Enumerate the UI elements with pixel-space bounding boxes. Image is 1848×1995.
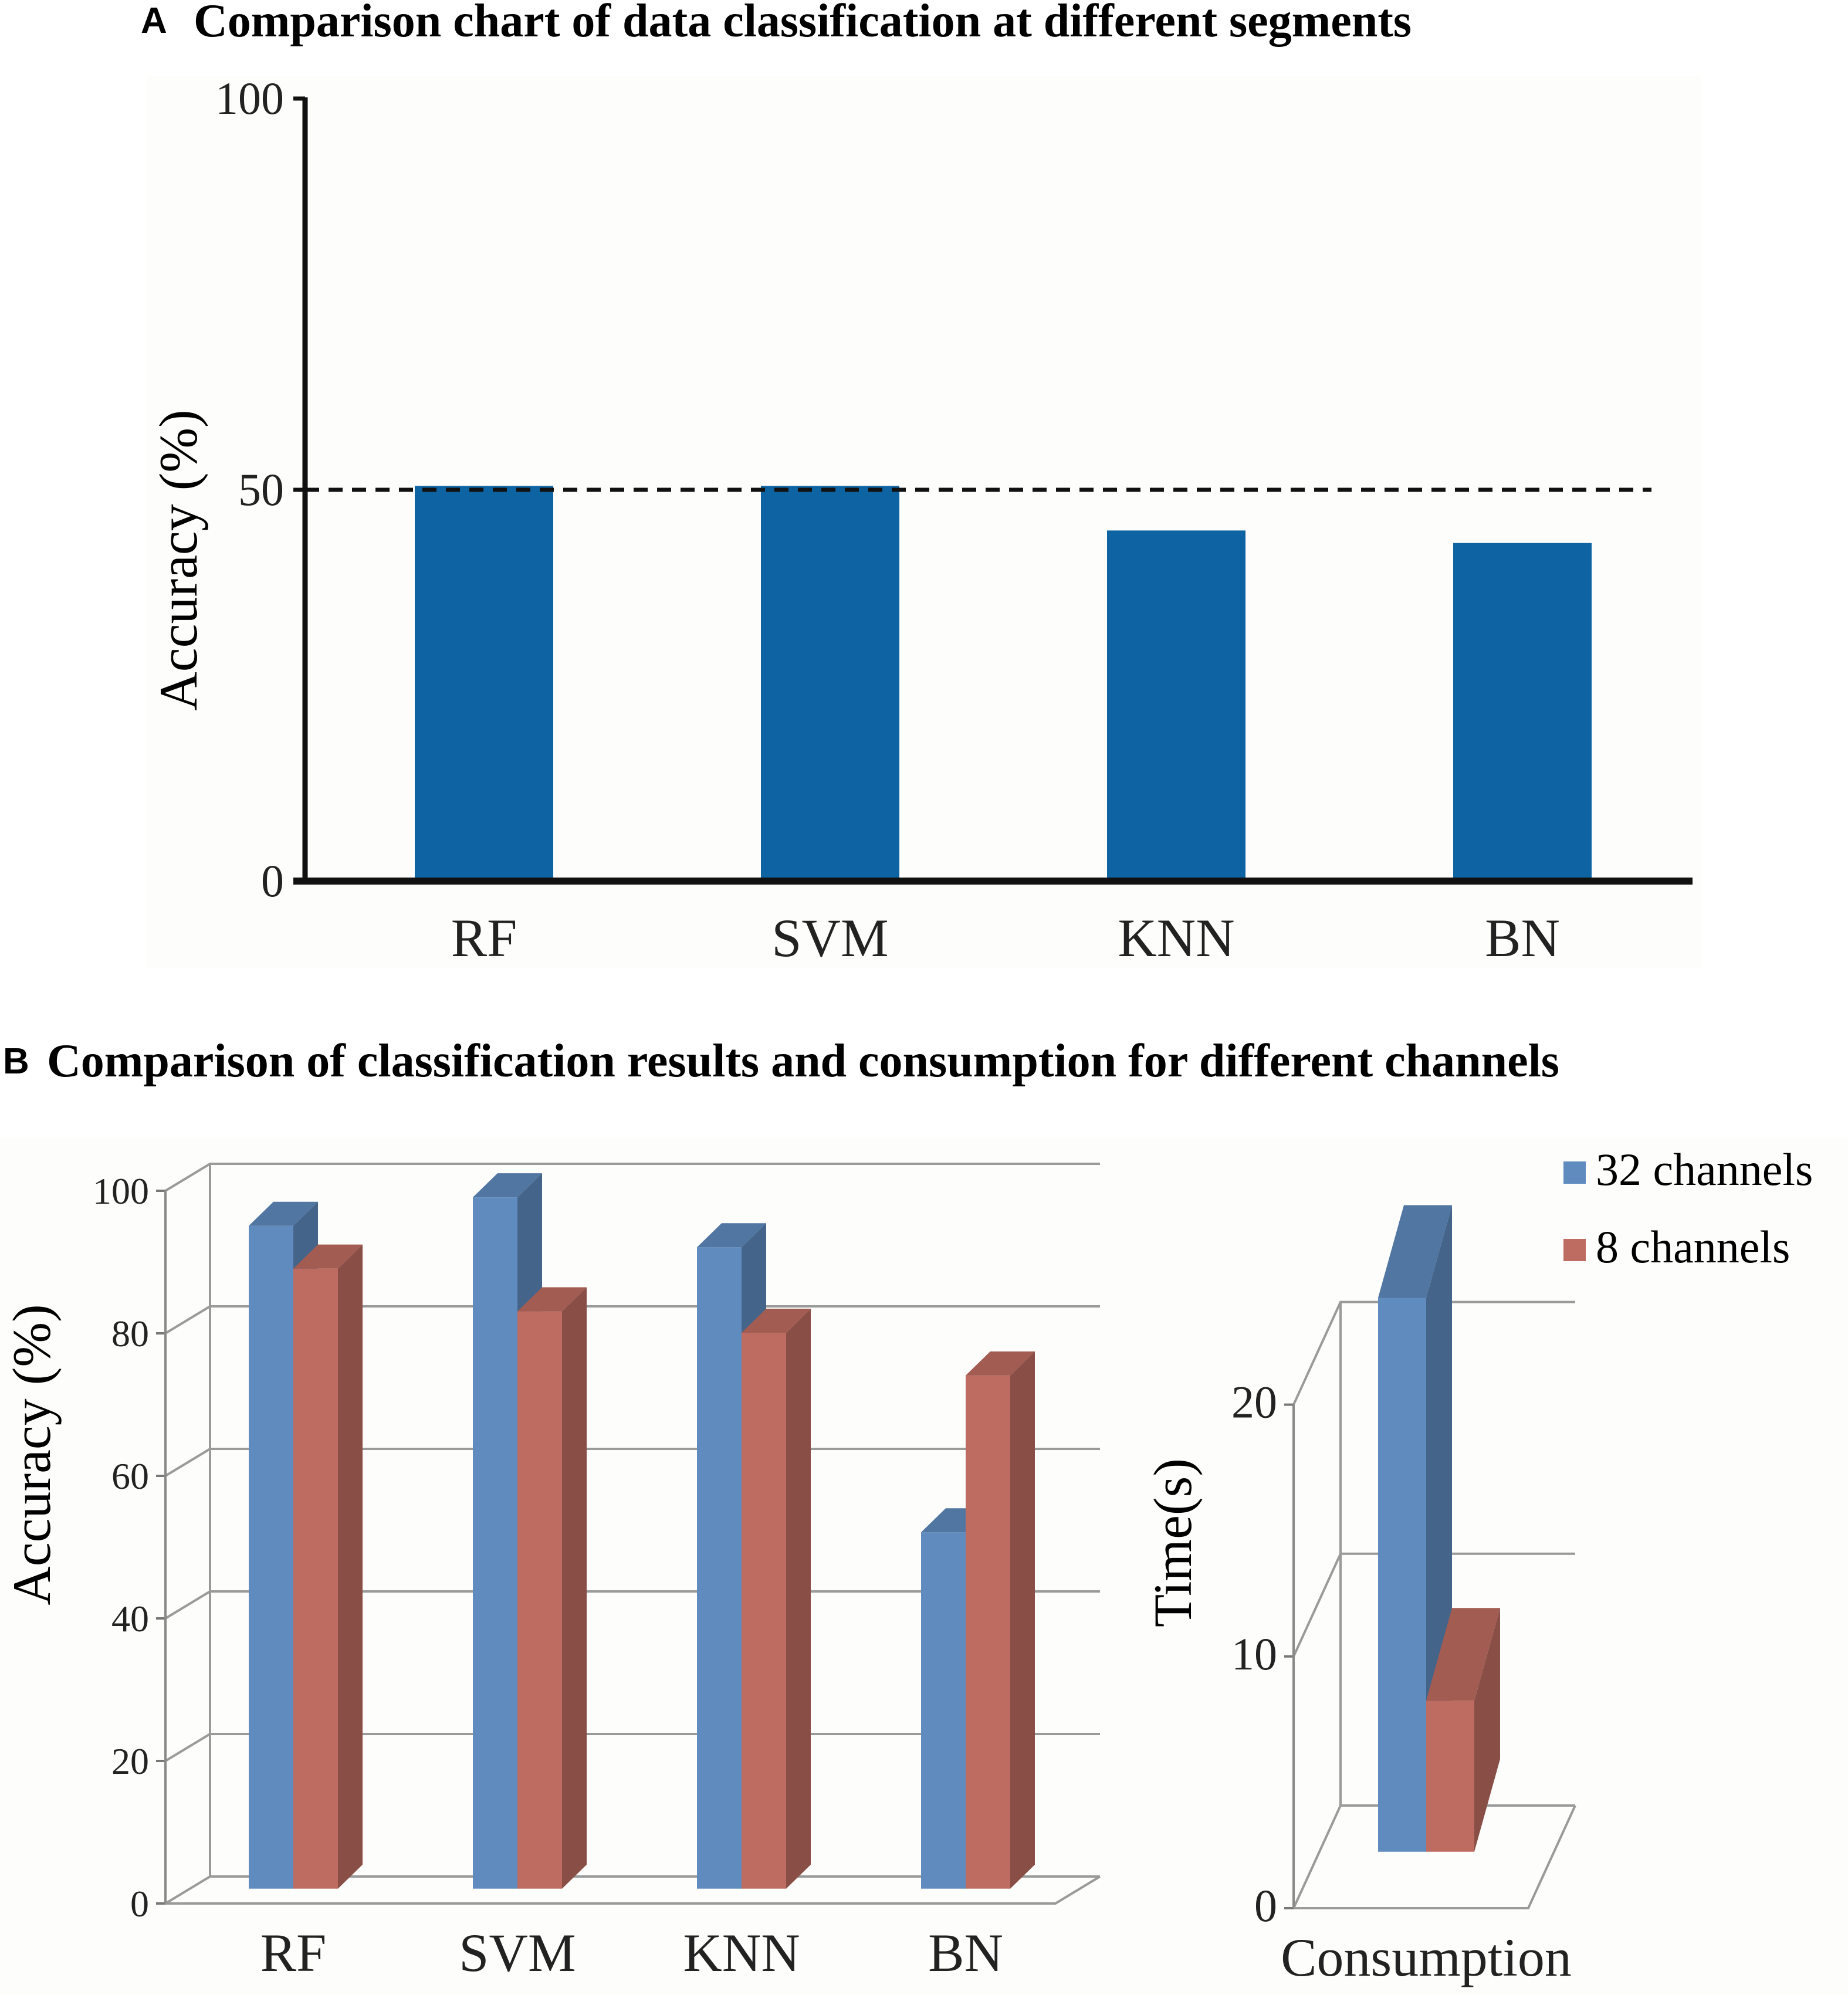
panel-a-bar-svm bbox=[761, 486, 899, 881]
panel-a-y-tick-label: 50 bbox=[238, 464, 284, 515]
panel-b-bar-svm-8-channels-side bbox=[562, 1287, 587, 1889]
panel-b-letter: B bbox=[3, 1041, 29, 1082]
legend-label-8-channels: 8 channels bbox=[1596, 1221, 1790, 1272]
panel-b-title: Comparison of classification results and… bbox=[47, 1035, 1559, 1087]
panel-b-bar-knn-8-channels-front bbox=[742, 1333, 786, 1889]
panel-b-bar-bn-8-channels bbox=[966, 1351, 1035, 1889]
panel-a-bar-knn bbox=[1107, 530, 1245, 881]
panel-b-x-tick-label-rf: RF bbox=[260, 1923, 327, 1983]
panel-a-chart: 0 50 100 RF SVM KNN BN bbox=[215, 73, 1693, 968]
panel-b-bar-rf-8-channels-top bbox=[293, 1244, 363, 1269]
panel-a-y-tick-label: 0 bbox=[261, 855, 284, 906]
panel-b-consumption-x-tick-label-consumption: Consumption bbox=[1281, 1928, 1572, 1987]
panel-b-floor bbox=[165, 1875, 1101, 1905]
panel-a-x-tick-label-rf: RF bbox=[451, 908, 517, 968]
panel-b-y-axis-label: Accuracy (%) bbox=[2, 1304, 62, 1605]
panel-b-bar-knn-8-channels bbox=[742, 1309, 811, 1889]
panel-b-bar-rf-8-channels-front bbox=[293, 1268, 338, 1889]
panel-b-bar-svm-8-channels bbox=[517, 1287, 587, 1889]
panel-b-y-tick-label: 0 bbox=[130, 1883, 149, 1925]
panel-a-y-tick-label: 100 bbox=[215, 73, 284, 124]
panel-b-consumption-bar-consumption-32-channels bbox=[1378, 1205, 1452, 1852]
panel-b-consumption-chart: 0 10 20 Consumption bbox=[1231, 1205, 1576, 1987]
panel-b-consumption-bar-consumption-8-channels-front bbox=[1426, 1701, 1474, 1852]
panel-a-x-tick-label-knn: KNN bbox=[1118, 908, 1234, 968]
panel-b-bar-bn-8-channels-front bbox=[966, 1375, 1010, 1889]
panel-b-x-tick-label-knn: KNN bbox=[683, 1923, 800, 1983]
panel-b-bar-svm-32-channels-top bbox=[473, 1173, 542, 1198]
panel-b-bar-rf-32-channels-top bbox=[249, 1201, 318, 1226]
panel-b-bar-svm-8-channels-front bbox=[517, 1311, 562, 1889]
panel-a-letter: A bbox=[141, 1, 167, 41]
panel-b-bar-svm-8-channels-top bbox=[517, 1287, 587, 1312]
panel-b-consumption-bar-consumption-8-channels-top bbox=[1426, 1608, 1500, 1701]
panel-b-y-tick-label: 20 bbox=[111, 1740, 149, 1782]
panel-b-bar-bn-32-channels-front bbox=[921, 1532, 966, 1889]
legend-swatch-32-channels bbox=[1563, 1161, 1586, 1184]
panel-b-consumption-y-tick-label: 10 bbox=[1231, 1628, 1277, 1679]
panel-b-y-tick-label: 100 bbox=[93, 1170, 149, 1212]
panel-a-bar-rf bbox=[415, 486, 553, 881]
panel-b-consumption-bar-consumption-32-channels-front bbox=[1378, 1298, 1426, 1852]
panel-b-y-tick-label: 80 bbox=[111, 1313, 149, 1354]
panel-b-bar-rf-8-channels-side bbox=[338, 1244, 363, 1889]
panel-b-y-tick-label: 40 bbox=[111, 1598, 149, 1640]
legend-label-32-channels: 32 channels bbox=[1596, 1144, 1813, 1195]
panel-a-x-tick-label-bn: BN bbox=[1485, 908, 1560, 968]
panel-a-y-axis-label: Accuracy (%) bbox=[148, 409, 208, 710]
panel-b-y-tick-label: 60 bbox=[111, 1455, 149, 1497]
panel-b-bar-knn-8-channels-side bbox=[786, 1309, 811, 1889]
panel-b-consumption-y-tick-label: 0 bbox=[1254, 1880, 1277, 1931]
panel-b-bar-rf-8-channels bbox=[293, 1244, 363, 1889]
panel-b-bar-svm-32-channels-front bbox=[473, 1197, 517, 1889]
panel-a-bar-bn bbox=[1453, 543, 1592, 881]
panel-b-bar-bn-8-channels-top bbox=[966, 1351, 1035, 1376]
panel-b-chart: 0 20 40 60 80 100 RF SVM KNN BN bbox=[93, 1163, 1101, 1983]
panel-b-consumption-bar-consumption-8-channels-side bbox=[1474, 1608, 1500, 1852]
panel-b-bar-knn-32-channels-top bbox=[697, 1223, 766, 1248]
panel-a-title: Comparison chart of data classification … bbox=[194, 0, 1412, 47]
panel-b-consumption-y-axis-label: Time(s) bbox=[1143, 1458, 1203, 1627]
panel-a-plot-area bbox=[147, 76, 1701, 968]
panel-b-bar-knn-8-channels-top bbox=[742, 1309, 811, 1333]
panel-b-consumption-bar-consumption-8-channels bbox=[1426, 1608, 1500, 1852]
panel-b-bar-rf-32-channels-front bbox=[249, 1225, 293, 1889]
panel-a-x-tick-label-svm: SVM bbox=[771, 908, 888, 968]
legend-swatch-8-channels bbox=[1563, 1239, 1586, 1261]
panel-b-consumption-bar-consumption-32-channels-top bbox=[1378, 1205, 1452, 1298]
legend: 32 channels 8 channels bbox=[1563, 1144, 1813, 1272]
panel-b-consumption-y-tick-label: 20 bbox=[1231, 1377, 1277, 1428]
panel-b-consumption-floor bbox=[1294, 1805, 1576, 1909]
panel-b-bar-knn-32-channels-front bbox=[697, 1247, 742, 1889]
panel-b-x-tick-label-bn: BN bbox=[928, 1923, 1003, 1983]
panel-b-bar-bn-8-channels-side bbox=[1010, 1351, 1035, 1889]
panel-b-x-tick-label-svm: SVM bbox=[459, 1923, 576, 1983]
